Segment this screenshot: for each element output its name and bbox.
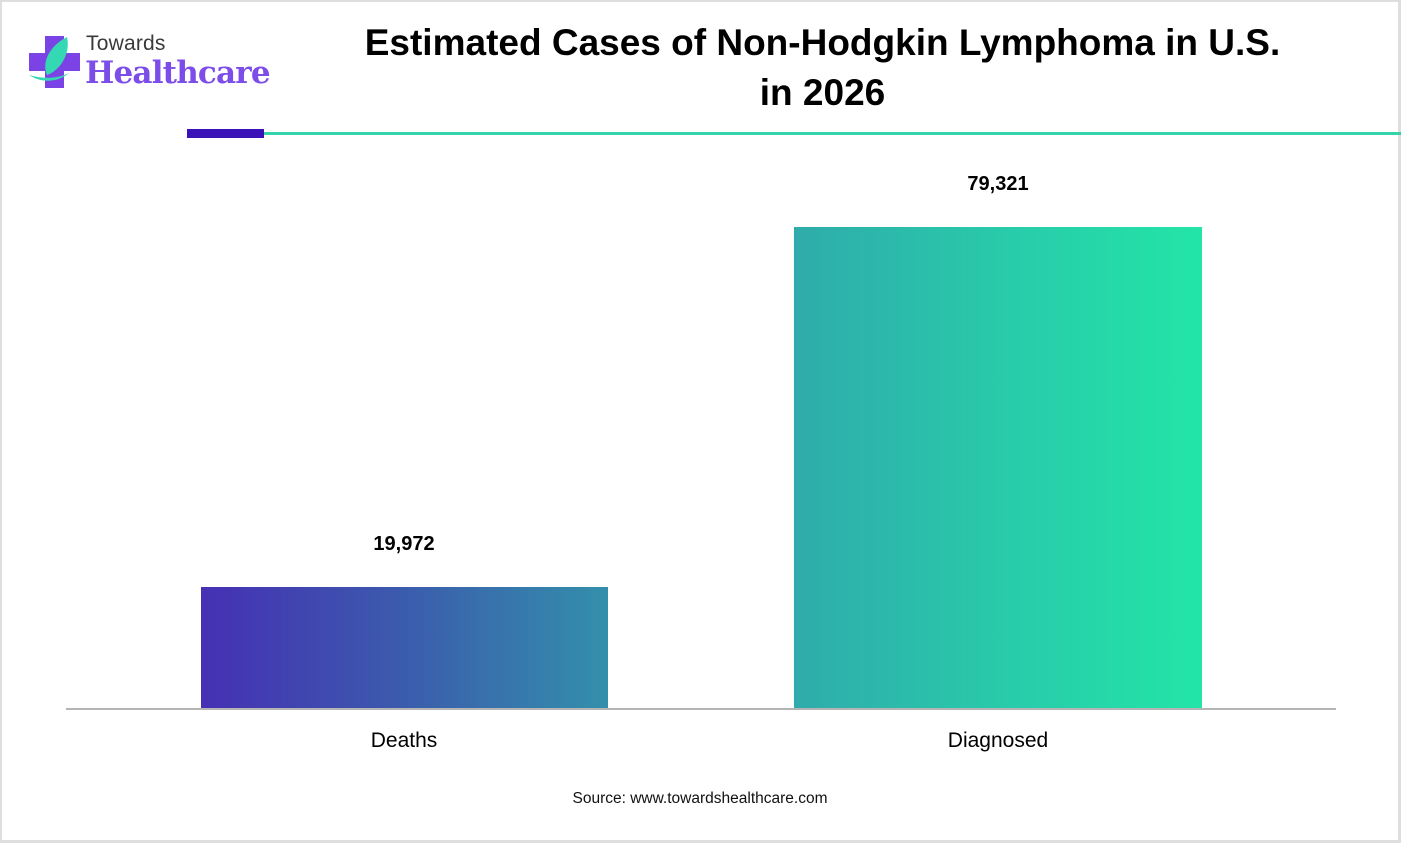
brand-healthcare-text: Healthcare [85, 55, 271, 91]
title-accent-bar [187, 129, 264, 138]
brand-towards-text: Towards [86, 32, 166, 55]
chart-title-line2: in 2026 [759, 72, 886, 113]
value-label-diagnosed: 79,321 [967, 173, 1029, 195]
x-tick-label-diagnosed: Diagnosed [947, 729, 1049, 752]
title-divider-line [264, 132, 1401, 135]
chart-title-line1: Estimated Cases of Non-Hodgkin Lymphoma … [364, 22, 1281, 63]
x-axis-line [66, 708, 1336, 710]
brand-logo: Towards Healthcare [27, 30, 271, 96]
bar-deaths [201, 587, 608, 708]
chart-title: Estimated Cases of Non-Hodgkin Lymphoma … [300, 18, 1345, 118]
source-note: Source: www.towardshealthcare.com [572, 790, 828, 807]
bar-diagnosed [794, 227, 1202, 708]
medical-cross-leaf-icon [29, 36, 80, 88]
x-tick-label-deaths: Deaths [370, 729, 438, 752]
value-label-deaths: 19,972 [373, 533, 435, 555]
